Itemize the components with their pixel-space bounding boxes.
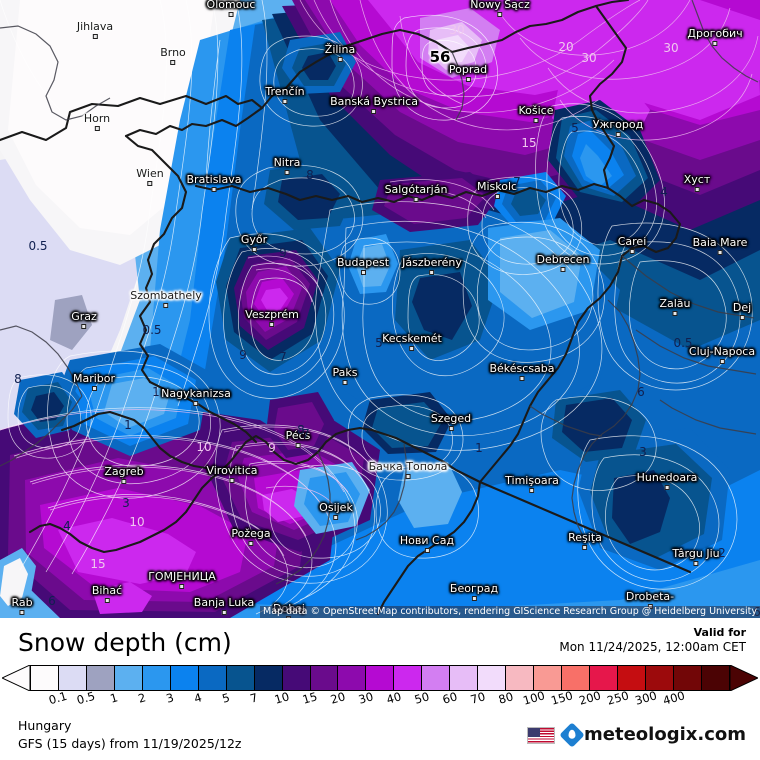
color-swatch [366, 666, 395, 690]
color-bar-tick: 20 [328, 689, 347, 707]
color-swatch [450, 666, 479, 690]
color-swatch [198, 666, 227, 690]
color-bar-tick: 50 [412, 689, 431, 707]
color-bar-tick: 30 [356, 689, 375, 707]
color-swatch [338, 666, 367, 690]
color-swatch [673, 666, 702, 690]
scale-over-cap [730, 665, 758, 691]
color-swatch [506, 666, 535, 690]
color-bar-tick: 10 [272, 689, 291, 707]
color-bar-ticks: 0.1 0.5 1 2 3 4 5 7 10 15 20 30 40 50 60 70 80 100 150 200 2… [0, 688, 760, 712]
meteologix-logo[interactable]: meteologix.com [559, 722, 746, 748]
snow-depth-contour-layer [0, 0, 760, 618]
color-swatch [114, 666, 143, 690]
color-bar-tick: 15 [300, 689, 319, 707]
color-bar-tick: 400 [661, 688, 687, 708]
color-bar-tick: 40 [384, 689, 403, 707]
color-bar-tick: 250 [605, 688, 631, 708]
color-swatch [58, 666, 87, 690]
color-swatch [394, 666, 423, 690]
color-swatch [534, 666, 563, 690]
color-bar-tick: 200 [577, 688, 603, 708]
map-attribution: Map data © OpenStreetMap contributors, r… [0, 605, 760, 618]
color-swatch [254, 666, 283, 690]
color-bar-tick: 0.1 [47, 688, 69, 708]
legend-title: Snow depth (cm) [18, 628, 232, 657]
valid-time-block: Valid for Mon 11/24/2025, 12:00am CET [559, 626, 746, 655]
color-swatch [310, 666, 339, 690]
color-swatch [226, 666, 255, 690]
attribution-text: Map data © OpenStreetMap contributors, r… [260, 605, 760, 618]
color-bar-tick: 80 [496, 689, 515, 707]
color-bar-tick: 60 [440, 689, 459, 707]
color-bar-tick: 150 [549, 688, 575, 708]
region-label: Hungary [18, 718, 72, 733]
color-swatch [86, 666, 115, 690]
color-bar-tick: 100 [521, 688, 547, 708]
weather-map[interactable]: Olomouc Jihlava Nowy Sącz Žilina Poprad Дрого… [0, 0, 760, 618]
scale-under-cap [2, 665, 30, 691]
color-swatch [422, 666, 451, 690]
color-bar-tick: 0.5 [75, 688, 97, 708]
color-bar-tick: 70 [468, 689, 487, 707]
color-bar-tick: 2 [136, 690, 148, 706]
legend-panel: Snow depth (cm) Valid for Mon 11/24/2025… [0, 618, 760, 760]
color-swatch [478, 666, 507, 690]
color-swatch [562, 666, 591, 690]
us-flag-icon [527, 726, 556, 744]
valid-time-value: Mon 11/24/2025, 12:00am CET [559, 640, 746, 654]
color-bar-tick: 4 [192, 690, 204, 706]
color-swatch [170, 666, 199, 690]
color-bar-tick: 1 [108, 690, 120, 706]
color-scale[interactable]: 0.1 0.5 1 2 3 4 5 7 10 15 20 30 40 50 60 70 80 100 150 200 2… [0, 665, 760, 708]
color-bar-tick: 3 [164, 690, 176, 706]
color-swatch [701, 666, 729, 690]
color-bar-tick: 300 [633, 688, 659, 708]
model-run-label: GFS (15 days) from 11/19/2025/12z [18, 736, 242, 751]
brand-name: meteologix.com [584, 724, 746, 745]
color-swatch [282, 666, 311, 690]
color-swatch [142, 666, 171, 690]
meteologix-droplet-icon [559, 722, 585, 748]
color-bar-tick: 5 [220, 690, 232, 706]
color-swatch [590, 666, 619, 690]
branding[interactable]: meteologix.com [527, 722, 746, 748]
color-swatch [645, 666, 674, 690]
valid-for-label: Valid for [693, 626, 746, 639]
color-swatch [618, 666, 646, 690]
color-bar-tick: 7 [248, 690, 260, 706]
color-swatch [31, 666, 59, 690]
color-bar[interactable] [30, 665, 730, 691]
